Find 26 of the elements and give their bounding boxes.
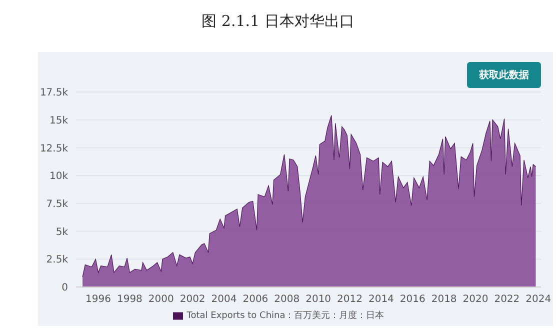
y-tick-label: 12.5k (40, 143, 68, 154)
x-tick-label: 1998 (116, 294, 142, 306)
x-tick-label: 2020 (462, 294, 488, 306)
y-tick-label: 15k (49, 115, 68, 126)
x-tick-label: 1996 (86, 294, 111, 306)
y-tick-label: 0 (62, 282, 68, 294)
get-data-button: 获取此数据 (467, 62, 541, 88)
x-tick-label: 2002 (180, 294, 206, 306)
legend-label: Total Exports to China：百万美元：月度：日本 (186, 311, 384, 321)
x-tick-label: 2010 (306, 294, 332, 306)
x-tick-label: 2016 (400, 294, 426, 306)
y-tick-label: 17.5k (40, 88, 68, 99)
x-tick-label: 2022 (494, 294, 520, 306)
y-tick-label: 7.5k (46, 198, 68, 210)
y-tick-label: 10k (49, 171, 68, 182)
x-tick-label: 2024 (526, 294, 552, 306)
chart-title: 图 2.1.1 日本对华出口 (200, 11, 356, 32)
x-tick-label: 2008 (274, 294, 300, 306)
x-tick-label: 2004 (211, 294, 237, 306)
x-tick-label: 2018 (431, 294, 457, 306)
y-tick-label: 5k (56, 226, 68, 238)
x-tick-label: 2006 (242, 294, 268, 306)
x-tick-label: 2014 (368, 294, 394, 306)
x-tick-label: 2012 (337, 294, 362, 306)
y-tick-label: 2.5k (46, 254, 68, 266)
x-tick-label: 2000 (148, 294, 174, 306)
